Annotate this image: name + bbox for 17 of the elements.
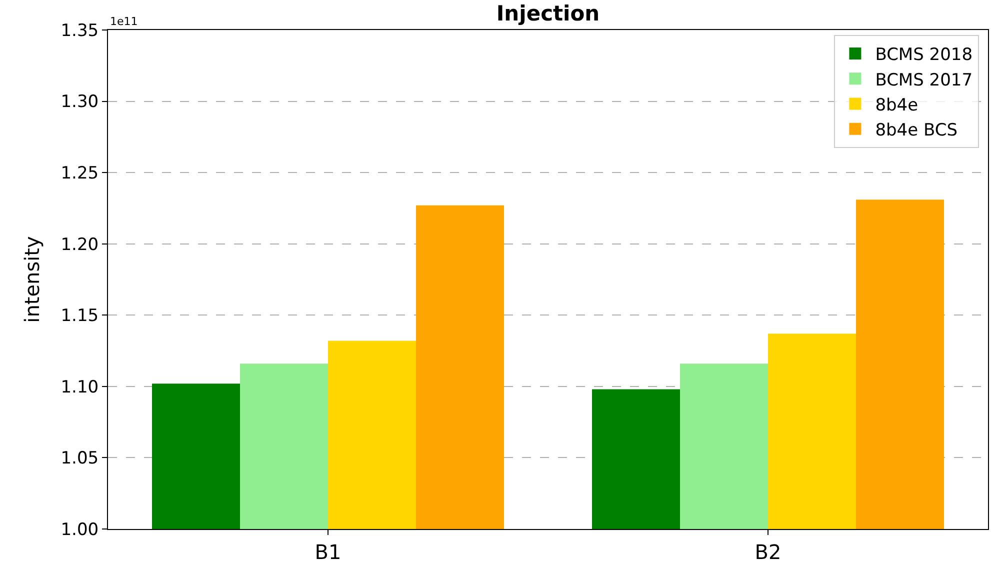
y-tick-label: 1.25 [60, 164, 99, 184]
legend-label: BCMS 2018 [875, 45, 973, 66]
y-tick-label: 1.00 [60, 520, 99, 540]
legend-label: 8b4e [875, 95, 918, 116]
y-tick-label: 1.35 [60, 20, 99, 41]
x-tick-label: B2 [754, 540, 782, 564]
y-tick-label: 1.30 [60, 92, 99, 112]
chart-title: Injection [496, 1, 600, 26]
y-tick-label: 1.15 [60, 306, 99, 326]
text: 1e11 [110, 15, 138, 28]
y-tick-label: 1.20 [60, 234, 99, 255]
y-tick-label: 1.05 [60, 448, 99, 469]
legend-label: 8b4e BCS [875, 120, 958, 140]
x-tick-label: B1 [314, 540, 342, 564]
y-axis-title: intensity [20, 236, 44, 323]
y-tick-label: 1.10 [60, 377, 99, 398]
legend-label: BCMS 2017 [875, 70, 973, 90]
